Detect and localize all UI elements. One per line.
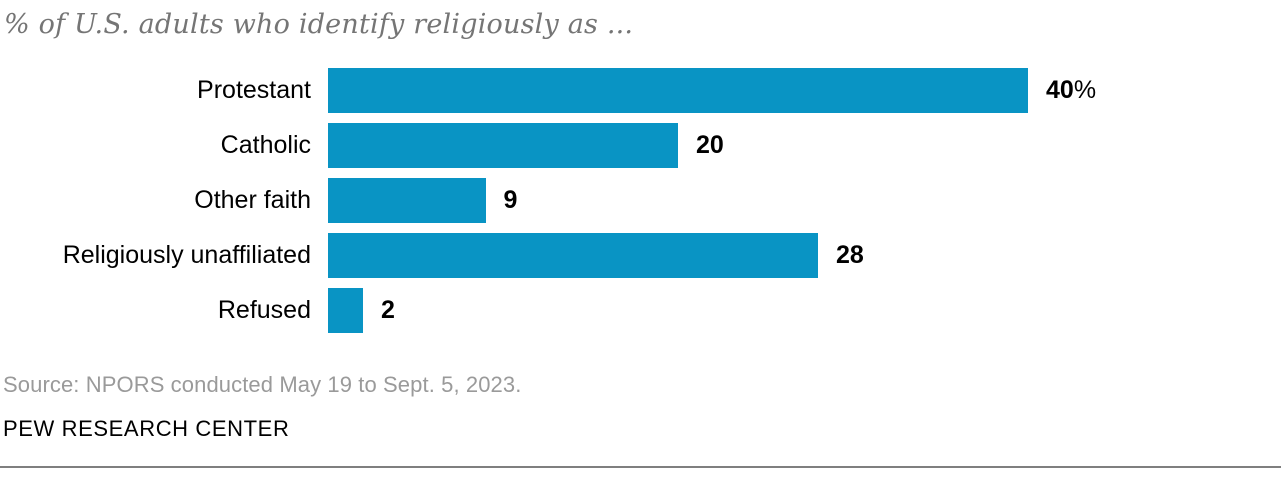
value-label-refused: 2 [381,296,395,325]
chart-subtitle: % of U.S. adults who identify religiousl… [4,9,634,40]
bar-religiously-unaffiliated [328,232,818,278]
category-label-protestant: Protestant [197,75,311,104]
value-number: 2 [381,295,395,324]
value-number: 40 [1046,75,1074,104]
bar-refused [328,287,363,333]
bar-chart: Protestant 40% Catholic 20 Other faith 9… [0,67,1281,333]
bar-protestant [328,67,1028,113]
bar-row-refused: Refused 2 [0,287,1281,333]
value-label-catholic: 20 [696,131,724,160]
bar-area: 20 [328,122,1281,168]
bar-row-protestant: Protestant 40% [0,67,1281,113]
bar-area: 2 [328,287,1281,333]
value-suffix: % [1073,75,1097,104]
source-note: Source: NPORS conducted May 19 to Sept. … [3,371,522,397]
bar-row-other-faith: Other faith 9 [0,177,1281,223]
value-number: 28 [836,240,864,269]
bar-area: 9 [328,177,1281,223]
bar-catholic [328,122,678,168]
value-label-religiously-unaffiliated: 28 [836,241,864,270]
bottom-divider [0,466,1281,468]
bar-row-catholic: Catholic 20 [0,122,1281,168]
category-label-catholic: Catholic [220,130,311,159]
bar-area: 28 [328,232,1281,278]
value-number: 20 [696,130,724,159]
value-label-other-faith: 9 [504,186,518,215]
value-label-protestant: 40% [1046,76,1096,105]
category-label-other-faith: Other faith [194,185,311,214]
value-number: 9 [503,185,518,214]
bar-other-faith [328,177,486,223]
bar-row-religiously-unaffiliated: Religiously unaffiliated 28 [0,232,1281,278]
category-label-refused: Refused [217,295,311,324]
bar-area: 40% [328,67,1281,113]
category-label-religiously-unaffiliated: Religiously unaffiliated [62,240,311,269]
pew-research-center-branding: PEW RESEARCH CENTER [3,416,290,442]
